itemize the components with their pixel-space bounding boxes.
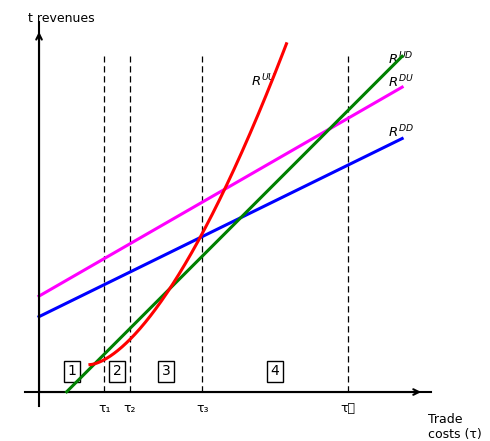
Text: $R^{DD}$: $R^{DD}$ <box>388 124 414 141</box>
Text: 4: 4 <box>270 364 279 378</box>
Text: 2: 2 <box>113 364 122 378</box>
Text: τ₃: τ₃ <box>196 402 209 415</box>
Text: $R^{DU}$: $R^{DU}$ <box>388 74 414 91</box>
Text: τ₂: τ₂ <box>123 402 136 415</box>
Text: $R^{UU}$: $R^{UU}$ <box>251 73 277 90</box>
Text: Trade
costs (τ): Trade costs (τ) <box>428 413 481 441</box>
Text: τⱖ: τⱖ <box>340 402 355 415</box>
Text: 1: 1 <box>67 364 76 378</box>
Text: τ₁: τ₁ <box>98 402 111 415</box>
Text: t revenues: t revenues <box>28 12 95 26</box>
Text: 3: 3 <box>162 364 171 378</box>
Text: $R^{UD}$: $R^{UD}$ <box>388 51 413 67</box>
